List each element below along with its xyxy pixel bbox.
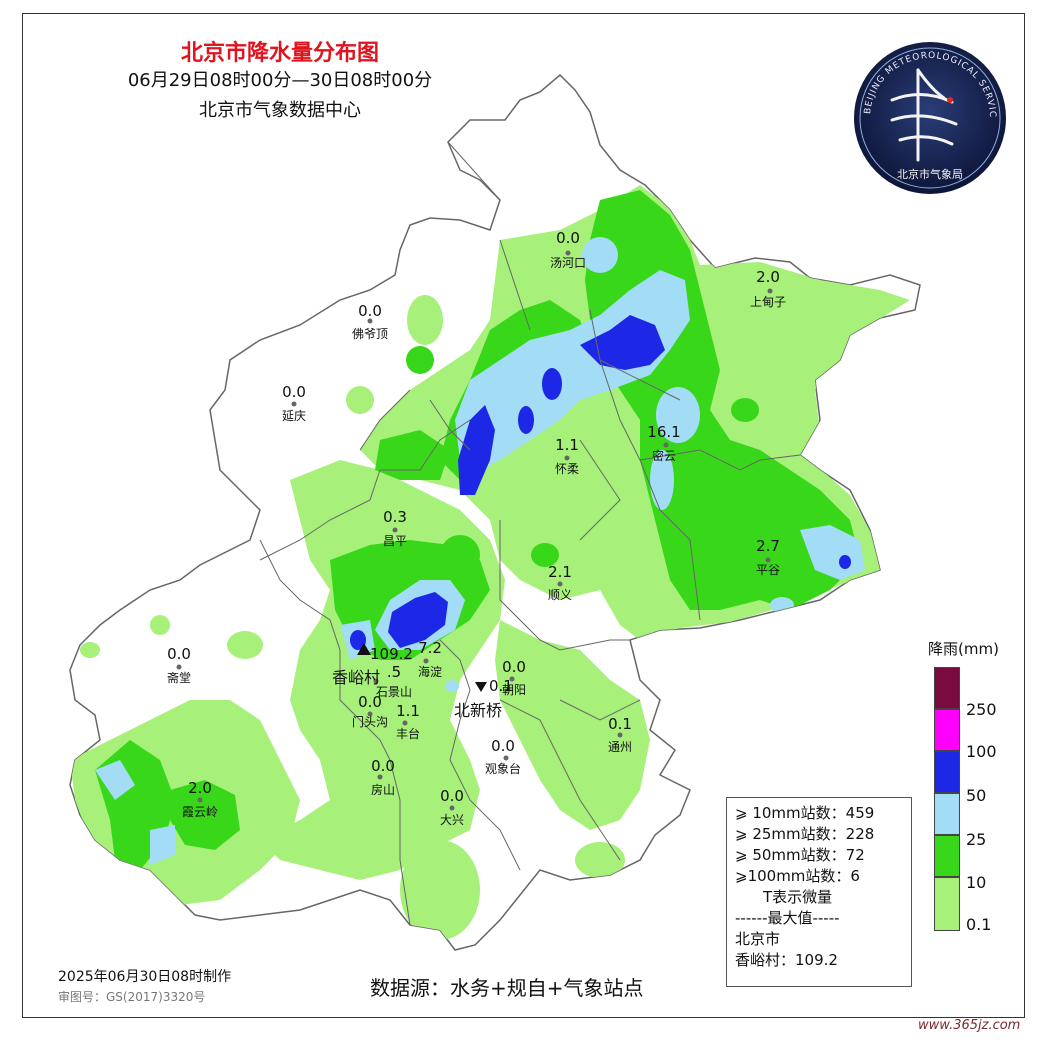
- stat-trace-note: T表示微量: [763, 888, 833, 906]
- legend-swatch-250: [934, 667, 960, 709]
- station-zhaitang: 0.0 斋堂: [166, 645, 192, 685]
- station-guanxiangtai: 0.0 观象台: [484, 737, 522, 776]
- legend-swatch-10: [934, 835, 960, 877]
- station-shangdianzi: 2.0 上甸子: [749, 268, 787, 309]
- stat-100mm: ⩾100mm站数：6: [735, 867, 860, 885]
- station-miyun: 16.1 密云: [647, 423, 681, 463]
- logo-cn-text: 北京市气象局: [897, 167, 963, 181]
- legend-swatch-0-1: [934, 877, 960, 931]
- station-fengtai: 1.1 丰台: [395, 702, 421, 741]
- min-marker: [475, 682, 487, 692]
- map-title: 北京市降水量分布图: [180, 41, 379, 66]
- data-source: 数据源：水务+规自+气象站点: [370, 976, 644, 1000]
- station-shijingshan: .5 石景山: [375, 663, 413, 699]
- station-xiayunling: 2.0 霞云岭: [181, 779, 219, 819]
- min-station-label: 北新桥: [454, 701, 503, 720]
- station-fangshan: 0.0 房山: [370, 757, 396, 797]
- max-value: 109.2: [370, 645, 413, 663]
- station-shunyi: 2.1 顺义: [547, 563, 573, 602]
- legend-label-100: 100: [966, 742, 997, 761]
- review-number: 审图号：GS(2017)3320号: [58, 990, 206, 1004]
- station-pinggu: 2.7 平谷: [755, 537, 781, 577]
- max-station-label: 香峪村: [332, 668, 381, 687]
- organization: 北京市气象数据中心: [199, 100, 361, 121]
- stat-max-value: 香峪村：109.2: [735, 951, 838, 969]
- stats-box: ⩾ 10mm站数：459 ⩾ 25mm站数：228 ⩾ 50mm站数：72 ⩾1…: [726, 797, 912, 987]
- station-yanqing: 0.0 延庆: [281, 383, 307, 423]
- made-time: 2025年06月30日08时制作: [58, 969, 232, 985]
- stat-max-header: ------最大值-----: [735, 909, 840, 927]
- stat-50mm: ⩾ 50mm站数：72: [735, 846, 865, 864]
- legend-swatch-100: [934, 709, 960, 751]
- station-chaoyang: 0.0 朝阳: [501, 658, 527, 697]
- time-period: 06月29日08时00分—30日08时00分: [127, 70, 433, 91]
- legend-label-250: 250: [966, 700, 997, 719]
- bms-logo-icon: BEIJING METEOROLOGICAL SERVICE 北京市气象局: [852, 40, 1006, 194]
- station-haidian: 7.2 海淀: [417, 639, 443, 679]
- max-marker: [357, 643, 371, 655]
- legend-label-0-1: 0.1: [966, 915, 992, 934]
- legend-swatch-50: [934, 751, 960, 793]
- legend-label-25: 25: [966, 830, 987, 849]
- station-mentougou: 0.0 门头沟: [351, 693, 389, 729]
- station-tanghekou: 0.0 汤河口: [549, 229, 587, 270]
- station-daxing: 0.0 大兴: [439, 787, 465, 827]
- station-foyeding: 0.0 佛爷顶: [351, 302, 389, 341]
- legend-title: 降雨(mm): [928, 640, 999, 658]
- station-changping: 0.3 昌平: [382, 508, 408, 548]
- watermark: www.365jz.com: [918, 1018, 1021, 1033]
- legend-swatch-25: [934, 793, 960, 835]
- stat-10mm: ⩾ 10mm站数：459: [735, 804, 875, 822]
- legend-label-50: 50: [966, 786, 987, 805]
- station-huairou: 1.1 怀柔: [554, 436, 580, 476]
- stat-25mm: ⩾ 25mm站数：228: [735, 825, 875, 843]
- map-frame: [22, 13, 1025, 1018]
- legend-label-10: 10: [966, 873, 987, 892]
- min-value: 0.1: [489, 677, 513, 695]
- stat-city: 北京市: [735, 930, 781, 948]
- station-tongzhou: 0.1 通州: [607, 715, 633, 754]
